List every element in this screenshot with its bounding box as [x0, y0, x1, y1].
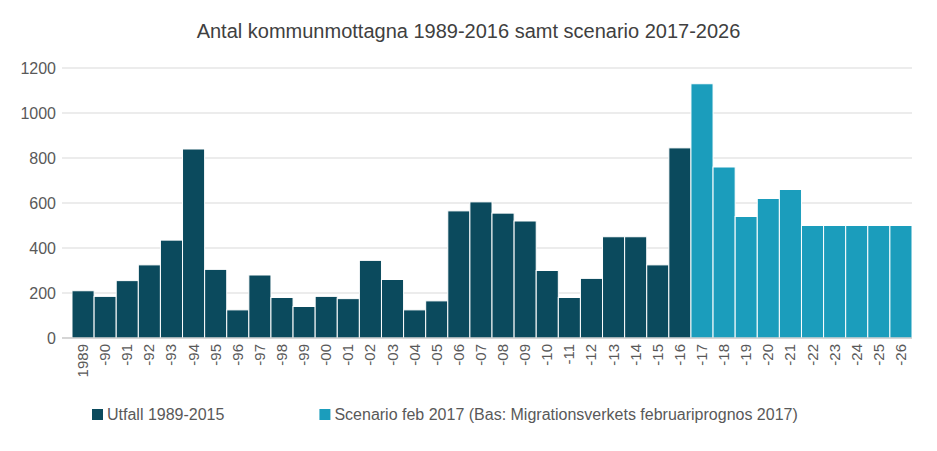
x-tick-label: 1989 [74, 344, 91, 377]
x-tick-label: -90 [96, 344, 113, 366]
x-tick-label: -21 [781, 344, 798, 366]
title: Antal kommunmottagna 1989-2016 samt scen… [197, 20, 741, 42]
bar [448, 211, 470, 338]
legend-label: Utfall 1989-2015 [107, 406, 225, 423]
x-tick-label: -10 [538, 344, 555, 366]
bar [603, 237, 625, 338]
x-tick-label: -15 [649, 344, 666, 366]
bar [293, 307, 315, 339]
bar [868, 226, 890, 339]
x-tick-label: -91 [118, 344, 135, 366]
x-tick-label: -07 [472, 344, 489, 366]
bar [558, 298, 580, 339]
x-tick-label: -94 [185, 344, 202, 366]
x-tick-label: -12 [582, 344, 599, 366]
bar [757, 199, 779, 339]
x-tick-label: -92 [140, 344, 157, 366]
bar [713, 167, 735, 338]
x-tick-label: -04 [406, 344, 423, 366]
legend-swatch [92, 409, 103, 420]
y-tick-label: 400 [29, 240, 56, 257]
bar [227, 310, 249, 338]
grid-line [62, 338, 912, 339]
bar [404, 310, 426, 338]
bar [514, 221, 536, 338]
bar [116, 281, 138, 338]
x-tick-label: -95 [207, 344, 224, 366]
x-tick-label: -18 [715, 344, 732, 366]
bar [625, 237, 647, 338]
x-tick-label: -16 [671, 344, 688, 366]
bar [691, 84, 713, 338]
y-tick-label: 1200 [20, 60, 56, 77]
x-tick-label: -01 [339, 344, 356, 366]
bar [890, 226, 912, 339]
bar [492, 213, 514, 338]
x-tick-label: -08 [494, 344, 511, 366]
chart: Antal kommunmottagna 1989-2016 samt scen… [0, 0, 937, 451]
y-tick-label: 1000 [20, 105, 56, 122]
x-tick-label: -22 [804, 344, 821, 366]
x-tick-label: -20 [759, 344, 776, 366]
x-tick-label: -06 [450, 344, 467, 366]
x-tick-label: -14 [627, 344, 644, 366]
bar [846, 226, 868, 339]
x-tick-label: -19 [737, 344, 754, 366]
bar [337, 299, 359, 338]
bar [359, 260, 381, 338]
bar [647, 265, 669, 338]
y-tick-label: 800 [29, 150, 56, 167]
bar [94, 296, 116, 338]
x-tick-label: -17 [693, 344, 710, 366]
x-tick-label: -09 [516, 344, 533, 366]
legend-label: Scenario feb 2017 (Bas: Migrationsverket… [334, 406, 797, 423]
x-tick-label: -23 [826, 344, 843, 366]
y-tick-label: 0 [47, 330, 56, 347]
x-tick-label: -25 [870, 344, 887, 366]
bar [735, 217, 757, 339]
x-tick-label: -11 [560, 344, 577, 365]
x-tick-label: -99 [295, 344, 312, 366]
bar [271, 298, 293, 339]
bar [779, 190, 801, 339]
bar [138, 265, 160, 338]
bar [183, 149, 205, 338]
x-tick-label: -93 [162, 344, 179, 366]
legend-swatch [319, 409, 330, 420]
bar [205, 269, 227, 338]
bar [315, 296, 337, 338]
y-tick-label: 600 [29, 195, 56, 212]
x-axis [62, 338, 912, 339]
x-tick-label: -05 [428, 344, 445, 366]
x-tick-label: -03 [384, 344, 401, 366]
grid-line [62, 113, 912, 114]
x-tick-label: -13 [605, 344, 622, 366]
x-tick-label: -26 [892, 344, 909, 366]
bars [72, 84, 912, 338]
x-tick-label: -00 [317, 344, 334, 366]
bar [249, 275, 271, 338]
bar [824, 226, 846, 339]
bar [536, 271, 558, 339]
bar [801, 226, 823, 339]
bar [580, 278, 602, 338]
x-tick-label: -02 [361, 344, 378, 366]
bar [669, 148, 691, 338]
x-tick-label: -97 [251, 344, 268, 366]
y-tick-label: 200 [29, 285, 56, 302]
x-tick-label: -96 [229, 344, 246, 366]
bar [470, 202, 492, 338]
bar [160, 240, 182, 338]
bar [426, 301, 448, 338]
x-tick-label: -24 [848, 344, 865, 366]
bar [381, 280, 403, 339]
x-tick-label: -98 [273, 344, 290, 366]
grid-line [62, 68, 912, 69]
bar [72, 291, 94, 338]
